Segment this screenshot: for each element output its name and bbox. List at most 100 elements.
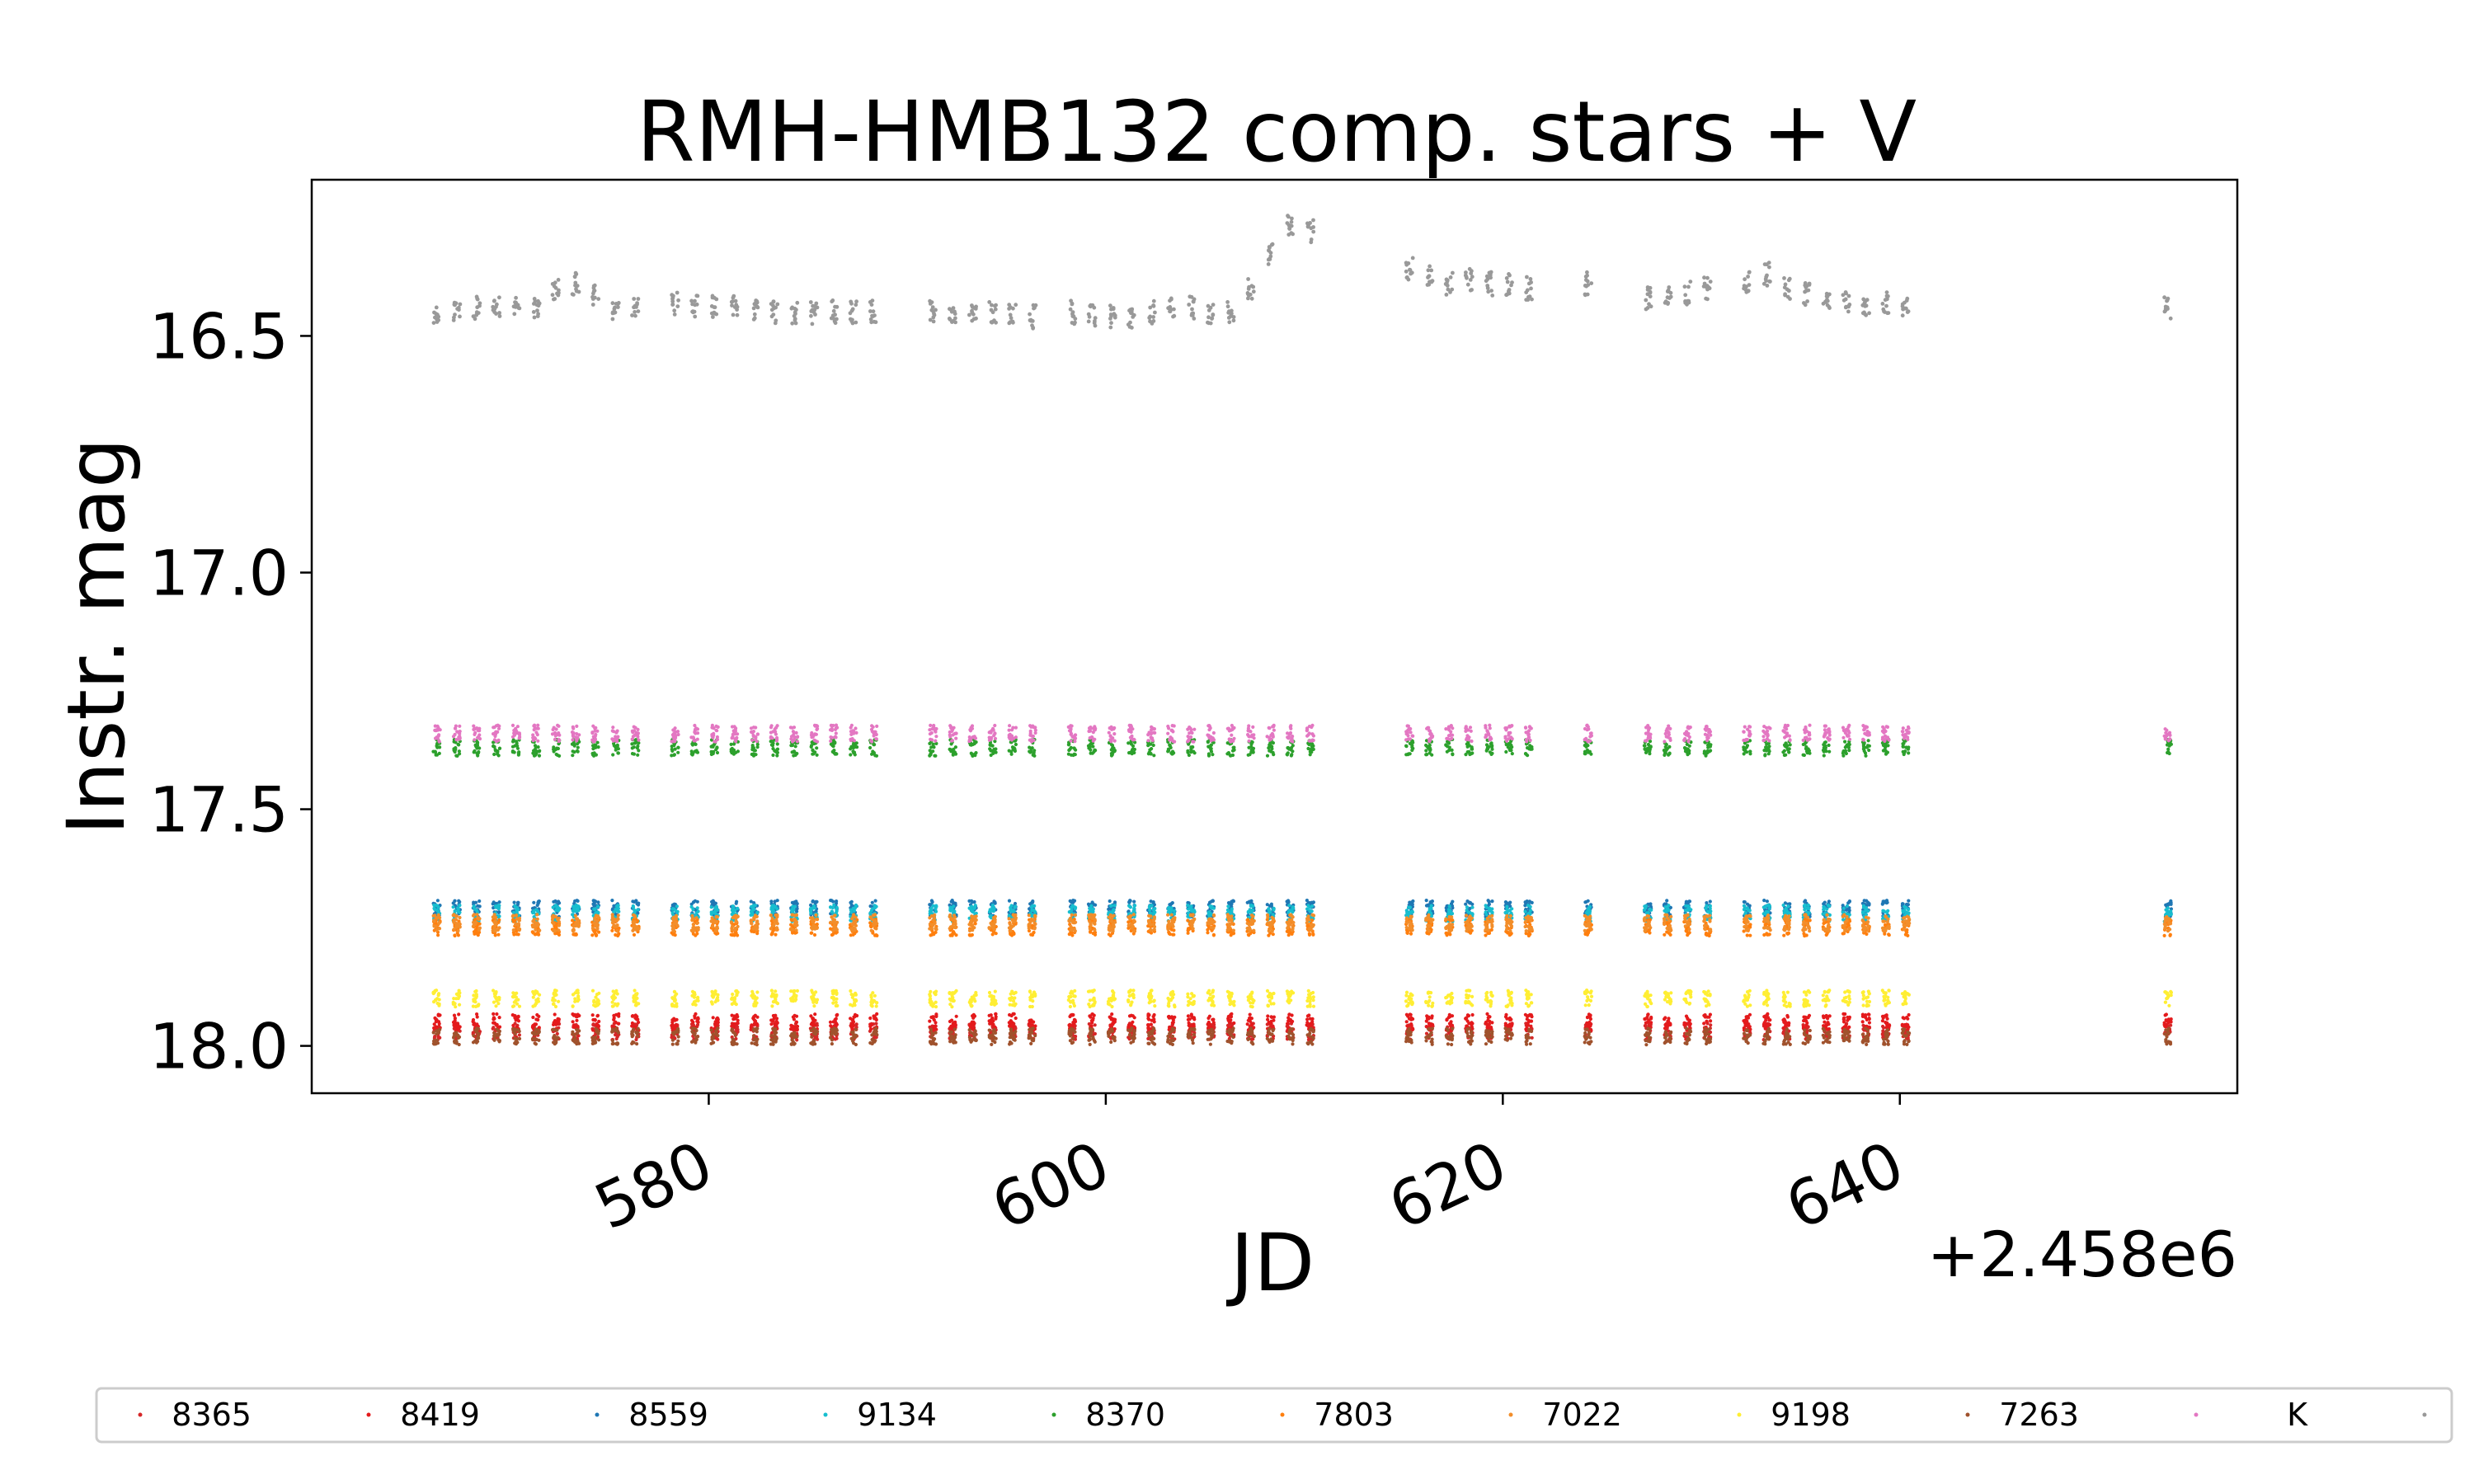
data-point	[849, 747, 853, 751]
data-point	[492, 1021, 496, 1025]
data-point	[972, 899, 976, 904]
data-point	[475, 1015, 479, 1019]
data-point	[795, 751, 799, 756]
data-point	[670, 754, 674, 758]
data-point	[1073, 907, 1077, 911]
data-point	[829, 905, 833, 909]
data-point	[1805, 751, 1809, 755]
data-point	[1445, 1018, 1449, 1022]
data-point	[967, 899, 971, 903]
data-point	[1408, 1012, 1412, 1017]
data-point	[1033, 1024, 1037, 1028]
data-point	[1188, 1017, 1192, 1021]
data-point	[1527, 911, 1531, 915]
data-point	[849, 1021, 854, 1026]
data-point	[437, 1021, 441, 1026]
data-point	[852, 751, 856, 755]
data-point	[1825, 907, 1829, 911]
data-point	[968, 1024, 972, 1028]
data-point	[1071, 1012, 1075, 1017]
data-point	[1487, 902, 1491, 906]
data-point	[670, 1024, 675, 1028]
data-point	[2169, 1023, 2173, 1027]
data-point	[1247, 745, 1251, 749]
data-point	[1768, 1022, 1772, 1027]
data-point	[1147, 1017, 1151, 1021]
data-point	[572, 744, 576, 748]
data-point	[571, 1020, 575, 1024]
data-point	[1668, 1022, 1672, 1027]
data-point	[630, 1021, 635, 1026]
data-point	[673, 1018, 677, 1022]
data-point	[676, 750, 680, 754]
data-point	[1007, 749, 1011, 753]
data-point	[1881, 909, 1885, 913]
data-point	[1846, 1015, 1850, 1020]
data-point	[1485, 1025, 1489, 1029]
data-point	[695, 906, 699, 910]
data-point	[1781, 1018, 1785, 1022]
data-point	[795, 1027, 799, 1031]
data-point	[870, 900, 874, 904]
data-point	[968, 743, 972, 747]
data-point	[1129, 742, 1133, 746]
data-point	[1209, 899, 1214, 904]
data-point	[1310, 1017, 1315, 1021]
data-point	[1708, 899, 1712, 904]
data-point	[1687, 744, 1691, 748]
data-point	[1112, 1027, 1117, 1031]
data-point	[476, 751, 481, 755]
data-point	[1746, 1015, 1750, 1019]
data-point	[1586, 744, 1590, 748]
data-point	[828, 1020, 833, 1024]
data-point	[512, 900, 516, 904]
data-point	[1827, 899, 1831, 904]
data-point	[1648, 752, 1652, 756]
data-point	[1090, 1012, 1094, 1017]
data-point	[1488, 750, 1492, 754]
data-point	[675, 904, 680, 909]
data-point	[1411, 746, 1415, 750]
data-point	[497, 746, 502, 750]
data-point	[1451, 906, 1455, 910]
data-point	[1188, 1024, 1192, 1028]
data-point	[971, 1016, 976, 1020]
data-point	[1150, 747, 1154, 751]
data-point	[433, 750, 438, 754]
data-point	[849, 1017, 853, 1021]
data-point	[694, 1012, 698, 1016]
data-point	[1132, 906, 1136, 910]
data-point	[670, 911, 675, 915]
data-point	[1786, 1023, 1790, 1027]
data-point	[1269, 902, 1273, 906]
data-point	[1447, 749, 1451, 753]
data-point	[1806, 903, 1810, 907]
data-point	[1091, 744, 1095, 749]
data-point	[1862, 741, 1866, 745]
data-point	[1803, 903, 1807, 907]
data-point	[456, 742, 460, 747]
data-point	[1132, 747, 1136, 752]
data-point	[1841, 906, 1846, 910]
data-point	[1291, 749, 1295, 754]
data-point	[1091, 1018, 1095, 1022]
data-point	[735, 1012, 739, 1017]
data-point	[934, 909, 938, 913]
data-point	[1007, 899, 1012, 903]
data-point	[1108, 899, 1112, 904]
data-point	[973, 754, 977, 758]
data-point	[1583, 752, 1587, 756]
data-point	[510, 749, 515, 754]
data-point	[868, 911, 872, 915]
data-point	[1306, 904, 1310, 908]
data-point	[1861, 905, 1865, 909]
data-point	[1089, 1024, 1094, 1028]
data-point	[1169, 751, 1174, 755]
data-point	[634, 1037, 638, 1042]
data-point	[749, 913, 753, 917]
data-point	[1823, 747, 1827, 751]
data-point	[454, 754, 459, 758]
data-point	[1305, 1021, 1310, 1025]
data-point	[1665, 899, 1669, 903]
data-point	[1465, 905, 1470, 909]
